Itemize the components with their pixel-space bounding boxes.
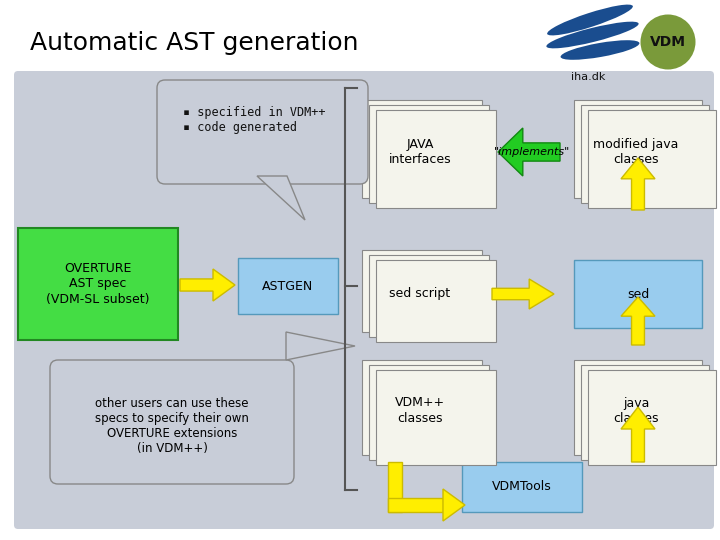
Text: VDM: VDM [650, 35, 686, 49]
Text: java
classes: java classes [613, 396, 659, 424]
Bar [18, 228, 178, 340]
Text: modified java
classes: modified java classes [593, 138, 679, 166]
Bar [388, 498, 443, 512]
Polygon shape [492, 279, 554, 309]
Polygon shape [443, 489, 465, 521]
Bar [462, 462, 582, 512]
Bar [574, 360, 702, 455]
Bar [362, 100, 482, 198]
Text: ASTGEN: ASTGEN [262, 280, 314, 293]
Ellipse shape [547, 4, 633, 36]
Text: ▪ specified in VDM++
▪ code generated: ▪ specified in VDM++ ▪ code generated [183, 106, 325, 134]
Bar [369, 365, 489, 460]
Bar [369, 105, 489, 203]
FancyBboxPatch shape [50, 360, 294, 484]
Ellipse shape [546, 22, 639, 49]
Bar [376, 370, 496, 465]
Polygon shape [180, 269, 235, 301]
Text: VDMTools: VDMTools [492, 481, 552, 494]
Text: JAVA
interfaces: JAVA interfaces [389, 138, 451, 166]
Polygon shape [621, 158, 655, 210]
Text: VDM++
classes: VDM++ classes [395, 396, 445, 424]
Text: OVERTURE
AST spec
(VDM-SL subset): OVERTURE AST spec (VDM-SL subset) [46, 262, 150, 306]
Polygon shape [621, 407, 655, 462]
Bar [362, 250, 482, 332]
Polygon shape [257, 176, 305, 220]
Bar [238, 258, 338, 314]
Polygon shape [286, 332, 355, 360]
Bar [376, 110, 496, 208]
Bar [581, 105, 709, 203]
Bar [388, 462, 402, 512]
Polygon shape [498, 128, 560, 176]
Bar [574, 100, 702, 198]
Text: other users can use these
specs to specify their own
OVERTURE extensions
(in VDM: other users can use these specs to speci… [95, 397, 249, 455]
Bar [581, 365, 709, 460]
Bar [588, 370, 716, 465]
Bar [376, 260, 496, 342]
Polygon shape [621, 297, 655, 345]
Text: "implements": "implements" [494, 147, 570, 157]
Bar [574, 260, 702, 328]
Text: sed script: sed script [390, 287, 451, 300]
Text: Automatic AST generation: Automatic AST generation [30, 31, 359, 55]
Ellipse shape [641, 15, 696, 70]
Text: iha.dk: iha.dk [571, 72, 606, 82]
Text: sed: sed [627, 287, 649, 300]
Bar [362, 360, 482, 455]
Bar [588, 110, 716, 208]
FancyBboxPatch shape [157, 80, 368, 184]
Bar [369, 255, 489, 337]
Ellipse shape [561, 40, 639, 60]
FancyBboxPatch shape [14, 71, 714, 529]
